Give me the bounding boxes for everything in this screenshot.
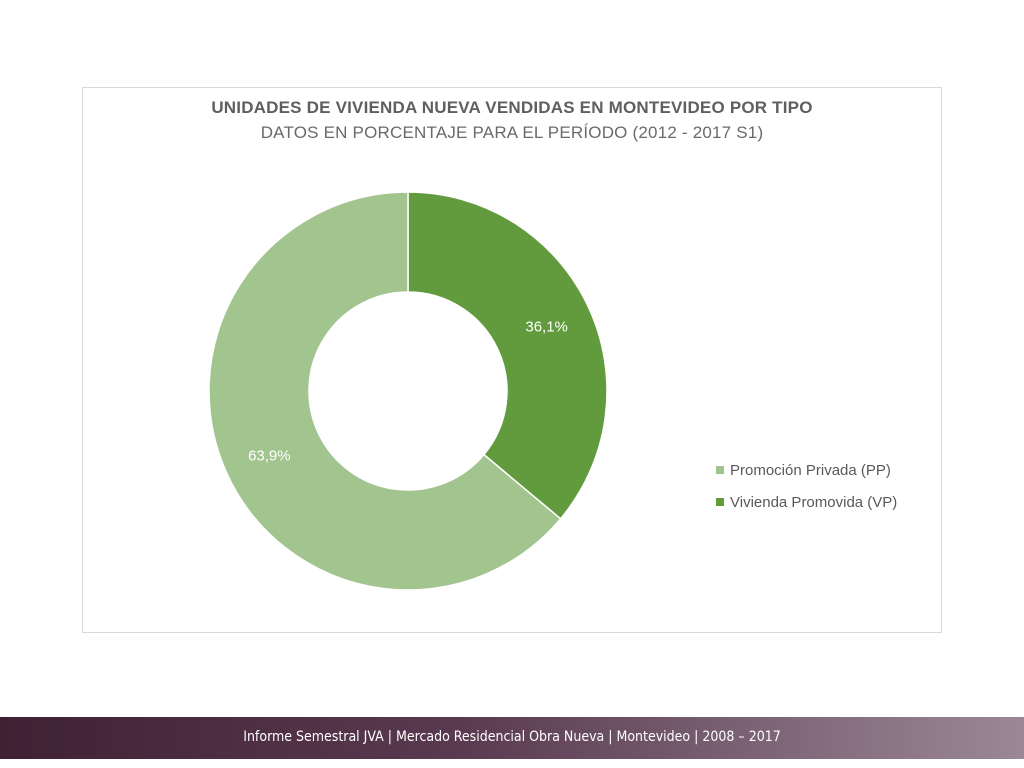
legend-label-pp: Promoción Privada (PP) [730, 461, 891, 479]
legend-swatch-vp [716, 498, 724, 506]
slice-pp [208, 191, 562, 591]
data-label-vp: 36,1% [525, 318, 568, 335]
chart-title: UNIDADES DE VIVIENDA NUEVA VENDIDAS EN M… [211, 98, 813, 117]
chart-legend: Promoción Privada (PP) Vivienda Promovid… [716, 460, 897, 524]
footer-text: Informe Semestral JVA | Mercado Residenc… [243, 729, 781, 745]
footer-bar: Informe Semestral JVA | Mercado Residenc… [0, 717, 1024, 759]
data-label-pp: 63,9% [248, 448, 291, 465]
legend-item-pp: Promoción Privada (PP) [716, 460, 897, 480]
donut-chart: 36,1% 63,9% [208, 191, 608, 591]
chart-subtitle: DATOS EN PORCENTAJE PARA EL PERÍODO (201… [260, 123, 764, 142]
slice-vp [407, 191, 608, 520]
legend-label-vp: Vivienda Promovida (VP) [730, 493, 898, 511]
legend-swatch-pp [716, 466, 724, 474]
chart-frame: UNIDADES DE VIVIENDA NUEVA VENDIDAS EN M… [82, 87, 942, 633]
legend-item-vp: Vivienda Promovida (VP) [716, 492, 897, 512]
